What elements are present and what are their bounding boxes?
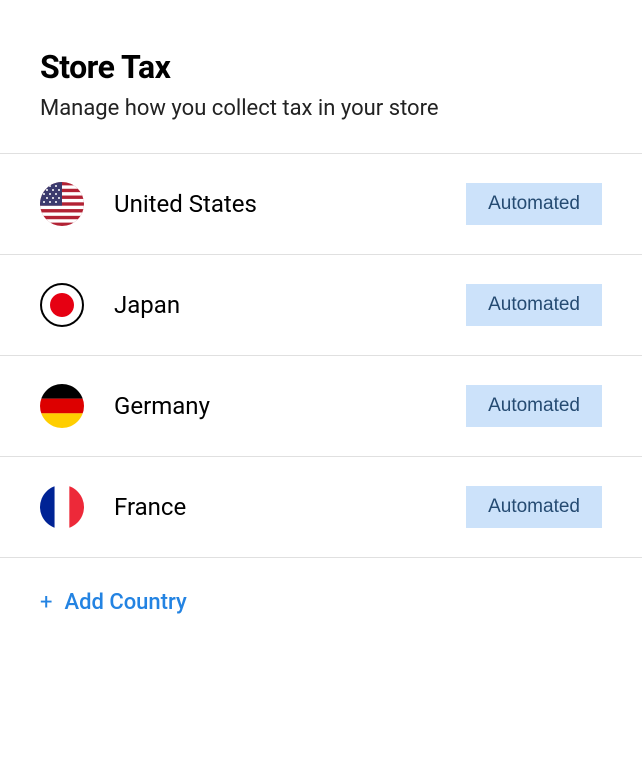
flag-jp-icon — [40, 283, 84, 327]
country-row-us[interactable]: United States Automated — [0, 154, 642, 255]
status-badge[interactable]: Automated — [466, 385, 602, 427]
country-name: Japan — [114, 291, 466, 319]
country-name: United States — [114, 190, 466, 218]
country-list: United States Automated Japan Automated … — [0, 153, 642, 558]
flag-us-icon — [40, 182, 84, 226]
status-badge[interactable]: Automated — [466, 183, 602, 225]
country-row-de[interactable]: Germany Automated — [0, 356, 642, 457]
country-row-fr[interactable]: France Automated — [0, 457, 642, 558]
page-subtitle: Manage how you collect tax in your store — [40, 96, 602, 121]
country-row-jp[interactable]: Japan Automated — [0, 255, 642, 356]
country-name: France — [114, 493, 466, 521]
plus-icon: + — [40, 590, 52, 615]
page-title: Store Tax — [40, 48, 602, 86]
status-badge[interactable]: Automated — [466, 486, 602, 528]
add-country-label: Add Country — [64, 590, 186, 615]
add-country-button[interactable]: + Add Country — [0, 558, 642, 647]
flag-de-icon — [40, 384, 84, 428]
status-badge[interactable]: Automated — [466, 284, 602, 326]
country-name: Germany — [114, 392, 466, 420]
header: Store Tax Manage how you collect tax in … — [0, 48, 642, 153]
flag-fr-icon — [40, 485, 84, 529]
